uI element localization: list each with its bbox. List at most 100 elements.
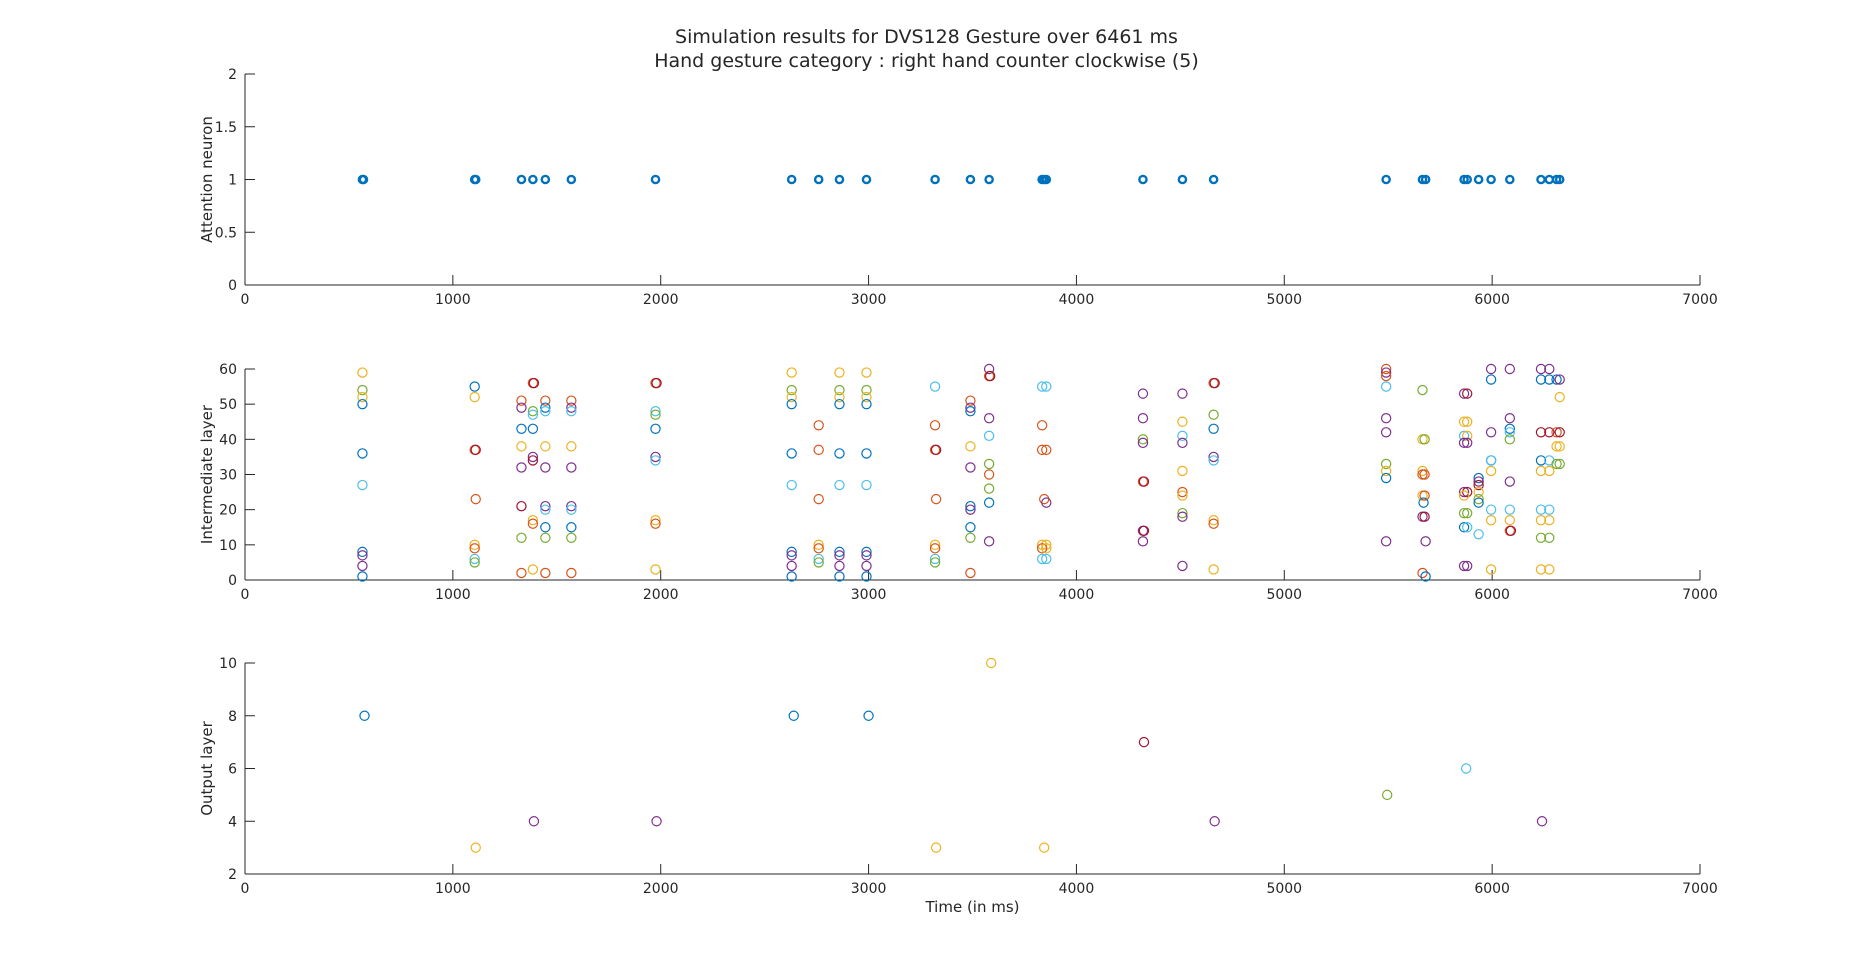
- intermediate-spike-point: [527, 515, 539, 526]
- intermediate-spike-point: [1551, 374, 1562, 385]
- intermediate-spike-point: [1535, 427, 1547, 438]
- intermediate-x-tick-label: 3000: [851, 587, 887, 603]
- intermediate-spike-point: [1036, 543, 1048, 554]
- intermediate-spike-point: [1461, 560, 1473, 572]
- attention-y-axis-label: Attention neuron: [198, 116, 216, 243]
- intermediate-spike-point: [1544, 427, 1555, 438]
- intermediate-spike-point: [1473, 476, 1484, 487]
- intermediate-spike-point: [566, 504, 577, 515]
- intermediate-spike-point: [540, 402, 551, 413]
- intermediate-spike-point: [834, 571, 845, 582]
- intermediate-spike-point: [834, 448, 845, 459]
- output-y-tick-label: 8: [228, 709, 237, 725]
- intermediate-spike-point: [1137, 388, 1149, 399]
- intermediate-spike-point: [516, 532, 527, 544]
- output-x-tick-label: 1000: [435, 881, 471, 897]
- output-spike-point: [863, 710, 874, 721]
- intermediate-spike-point: [861, 384, 872, 396]
- intermediate-spike-point: [1380, 472, 1392, 484]
- intermediate-spike-point: [965, 522, 976, 533]
- intermediate-spike-point: [834, 391, 845, 403]
- intermediate-spike-point: [1417, 384, 1428, 396]
- output-y-tick-label: 4: [228, 814, 237, 830]
- intermediate-spike-point: [650, 564, 661, 575]
- intermediate-spike-point: [516, 423, 527, 434]
- intermediate-spike-point: [1208, 451, 1219, 463]
- output-y-tick-label: 2: [228, 867, 237, 883]
- output-spike-point: [788, 710, 799, 721]
- intermediate-y-axis-label: Intermediate layer: [198, 404, 216, 544]
- intermediate-spike-point: [1458, 416, 1470, 427]
- attention-spike-point: [516, 174, 527, 185]
- intermediate-spike-point: [1535, 465, 1547, 477]
- output-spike-point: [1138, 736, 1150, 748]
- attention-x-tick-label: 6000: [1474, 292, 1510, 308]
- intermediate-spike-point: [1137, 434, 1149, 445]
- intermediate-spike-point: [566, 462, 577, 473]
- intermediate-spike-point: [540, 395, 551, 406]
- intermediate-spike-point: [1041, 553, 1052, 565]
- intermediate-spike-point: [528, 377, 540, 389]
- intermediate-spike-point: [1380, 413, 1392, 424]
- intermediate-spike-point: [1473, 486, 1484, 498]
- intermediate-spike-point: [470, 493, 481, 505]
- intermediate-x-tick-label: 7000: [1682, 587, 1718, 603]
- intermediate-spike-point: [1418, 497, 1429, 508]
- intermediate-spike-point: [1485, 363, 1497, 375]
- intermediate-spike-point: [786, 560, 797, 572]
- intermediate-spike-point: [516, 462, 527, 473]
- intermediate-spike-point: [1485, 465, 1497, 477]
- intermediate-spike-point: [1535, 504, 1547, 515]
- intermediate-spike-point: [540, 532, 551, 544]
- intermediate-spike-point: [566, 441, 577, 452]
- intermediate-spike-point: [1461, 416, 1473, 427]
- intermediate-spike-point: [786, 367, 797, 378]
- intermediate-spike-point: [1473, 497, 1484, 508]
- attention-x-tick-label: 2000: [643, 292, 679, 308]
- intermediate-spike-point: [469, 391, 480, 403]
- intermediate-spike-point: [650, 406, 661, 417]
- output-spike-point: [1536, 816, 1548, 827]
- intermediate-y-tick-label: 40: [219, 432, 237, 448]
- intermediate-spike-point: [1504, 504, 1516, 515]
- attention-spike-point: [1462, 174, 1472, 185]
- output-layer-plot: 0 1000 2000 3000 4000 5000 6000 7000 2 4 6 8 10 Outpu…: [198, 656, 1718, 916]
- intermediate-spike-point: [1551, 427, 1562, 438]
- attention-spike-point: [1505, 174, 1515, 185]
- intermediate-spike-point: [1458, 522, 1470, 533]
- intermediate-spike-point: [1461, 486, 1473, 498]
- intermediate-spike-point: [983, 497, 995, 508]
- output-spike-point: [1381, 789, 1393, 801]
- intermediate-spike-point: [929, 420, 941, 431]
- intermediate-spike-point: [357, 448, 368, 459]
- intermediate-spike-point: [929, 557, 941, 568]
- attention-spike-point: [1554, 174, 1565, 185]
- attention-spike-point: [358, 174, 369, 185]
- attention-spike-point: [984, 174, 994, 185]
- intermediate-spike-point: [929, 543, 941, 554]
- intermediate-spike-point: [1137, 536, 1149, 547]
- attention-spike-point: [566, 174, 577, 185]
- intermediate-spike-point: [540, 462, 551, 473]
- intermediate-spike-point: [1177, 416, 1188, 427]
- intermediate-spike-point: [566, 500, 577, 512]
- intermediate-spike-point: [1208, 455, 1219, 466]
- intermediate-spike-point: [786, 479, 797, 491]
- intermediate-spike-point: [834, 479, 845, 491]
- output-spike-point: [1039, 842, 1050, 853]
- intermediate-spike-point: [1208, 423, 1219, 434]
- intermediate-spike-point: [1473, 479, 1484, 491]
- intermediate-spike-point: [1485, 504, 1497, 515]
- intermediate-spike-point: [1504, 476, 1516, 487]
- attention-spike-point: [540, 174, 551, 185]
- intermediate-layer-plot: 0 1000 2000 3000 4000 5000 6000 7000 0 10 20 30 40 50…: [198, 362, 1718, 603]
- output-spike-point: [1460, 763, 1472, 774]
- intermediate-spike-point: [1041, 497, 1052, 508]
- intermediate-spike-point: [813, 557, 824, 568]
- output-x-tick-label: 6000: [1474, 881, 1510, 897]
- intermediate-spike-point: [470, 444, 481, 456]
- intermediate-spike-point: [1380, 370, 1392, 382]
- intermediate-spike-point: [861, 546, 872, 558]
- intermediate-spike-point: [1485, 515, 1497, 526]
- intermediate-spike-point: [1380, 536, 1392, 547]
